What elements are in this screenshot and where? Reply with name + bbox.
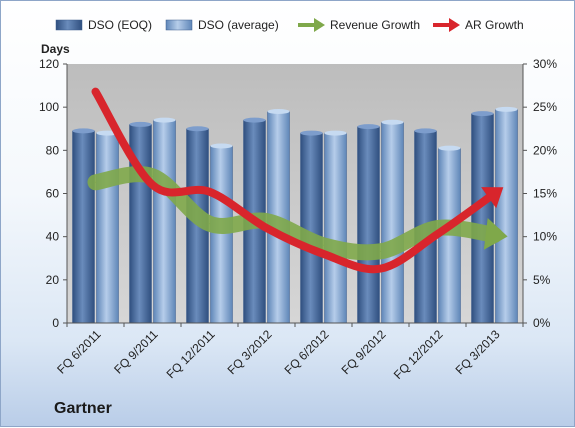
- bar-top-dso-eoq-5: [357, 124, 380, 130]
- bar-top-dso-eoq-2: [186, 126, 209, 132]
- bar-top-dso-average-2: [210, 143, 233, 149]
- x-tick-label-7: FQ 3/2013: [453, 327, 503, 377]
- y-tick-label-2: 40: [46, 230, 60, 244]
- y2-tick-label-0: 0%: [533, 316, 551, 330]
- bar-top-dso-average-5: [381, 119, 404, 125]
- legend-swatch-dso-average: [165, 19, 193, 31]
- revenue-growth-point-3: [266, 220, 267, 222]
- revenue-growth-arrow-head: [483, 217, 508, 250]
- y2-tick-label-5: 25%: [533, 100, 557, 114]
- ar-growth-point-7: [494, 193, 495, 194]
- x-tick-label-5: FQ 9/2012: [339, 327, 389, 377]
- legend-label-dso-eoq: DSO (EOQ): [88, 18, 152, 32]
- x-tick-label-6: FQ 12/2012: [391, 327, 446, 382]
- revenue-growth-point-0: [95, 181, 96, 183]
- legend-swatch-ar-growth: [433, 18, 460, 32]
- revenue-growth-point-7: [494, 234, 495, 236]
- y2-tick-label-2: 10%: [533, 230, 557, 244]
- bar-top-dso-eoq-3: [243, 117, 266, 123]
- y2-tick-label-3: 15%: [533, 187, 557, 201]
- bar-top-dso-average-7: [495, 106, 518, 112]
- ar-growth-point-6: [437, 233, 438, 235]
- revenue-growth-point-5: [380, 250, 381, 252]
- bar-top-dso-eoq-4: [300, 130, 323, 136]
- ar-growth-point-5: [380, 268, 381, 270]
- bar-dso-eoq-4: [300, 132, 323, 324]
- bar-dso-average-2: [210, 145, 233, 324]
- bar-dso-average-1: [153, 119, 176, 324]
- bar-top-dso-eoq-1: [129, 121, 152, 127]
- bar-dso-average-5: [381, 122, 404, 324]
- ar-growth-point-2: [209, 191, 210, 193]
- bar-dso-eoq-7: [471, 113, 494, 324]
- brand-label: Gartner: [54, 400, 112, 417]
- y-tick-label-1: 20: [46, 273, 60, 287]
- y-tick-label-3: 60: [46, 187, 60, 201]
- bar-dso-eoq-0: [72, 130, 95, 324]
- bar-top-dso-eoq-0: [72, 128, 95, 134]
- bar-dso-average-7: [495, 109, 518, 324]
- legend-label-ar-growth: AR Growth: [465, 18, 524, 32]
- x-tick-label-4: FQ 6/2012: [282, 327, 332, 377]
- x-tick-label-2: FQ 12/2011: [164, 327, 218, 381]
- legend-swatch-dso-eoq: [55, 19, 83, 31]
- legend-label-dso-average: DSO (average): [198, 18, 279, 32]
- bar-dso-average-0: [96, 132, 119, 324]
- y-tick-label-4: 80: [46, 143, 60, 157]
- bar-dso-eoq-5: [357, 126, 380, 324]
- y-tick-label-6: 120: [39, 57, 59, 71]
- bar-dso-average-4: [324, 132, 347, 324]
- ar-growth-point-4: [323, 253, 324, 255]
- y-tick-label-0: 0: [52, 316, 59, 330]
- y-axis-title: Days: [41, 42, 70, 56]
- ar-growth-point-3: [266, 227, 267, 229]
- revenue-growth-point-6: [437, 227, 438, 229]
- y2-tick-label-1: 5%: [533, 273, 551, 287]
- legend-swatch-revenue-growth: [298, 18, 325, 32]
- revenue-growth-point-2: [209, 223, 210, 225]
- revenue-growth-point-4: [323, 244, 324, 246]
- x-tick-label-3: FQ 3/2012: [225, 327, 275, 377]
- legend-label-revenue-growth: Revenue Growth: [330, 18, 420, 32]
- bar-top-dso-average-3: [267, 108, 290, 114]
- x-tick-label-1: FQ 9/2011: [111, 327, 161, 377]
- y-tick-label-5: 100: [39, 100, 59, 114]
- bar-top-dso-eoq-6: [414, 128, 437, 134]
- bar-top-dso-average-6: [438, 145, 461, 151]
- ar-growth-point-0: [95, 91, 96, 93]
- bar-top-dso-average-1: [153, 117, 176, 123]
- bar-top-dso-eoq-7: [471, 111, 494, 117]
- y2-tick-label-6: 30%: [533, 57, 557, 71]
- revenue-growth-point-1: [152, 175, 153, 177]
- bar-top-dso-average-4: [324, 130, 347, 136]
- x-tick-label-0: FQ 6/2011: [54, 327, 104, 377]
- ar-growth-arrow-head: [481, 187, 504, 209]
- y2-tick-label-4: 20%: [533, 143, 557, 157]
- ar-growth-point-1: [152, 184, 153, 186]
- revenue-growth-line: [87, 166, 503, 261]
